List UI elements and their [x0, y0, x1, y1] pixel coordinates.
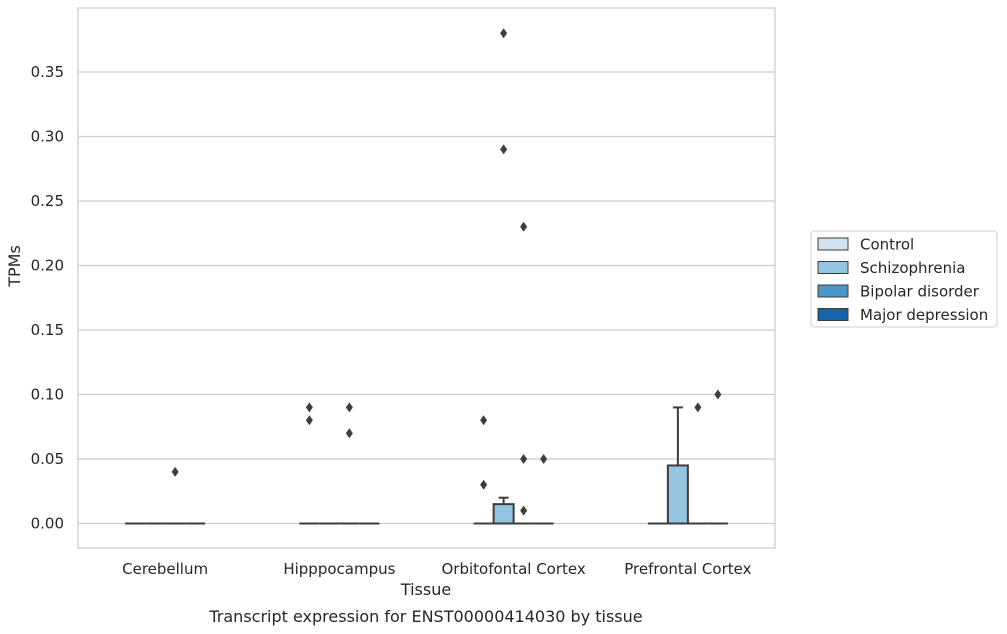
legend-label: Bipolar disorder — [860, 283, 980, 301]
y-tick-label: 0.15 — [31, 321, 64, 339]
legend-label: Control — [860, 236, 914, 254]
y-tick-labels: 0.00 0.05 0.10 0.15 0.20 0.25 0.30 0.35 — [31, 63, 64, 533]
box-groups — [125, 406, 728, 525]
legend-frame — [810, 230, 998, 328]
outlier-point — [500, 144, 508, 155]
y-tick-label: 0.25 — [31, 192, 64, 210]
outlier-point — [345, 428, 353, 439]
outlier-point — [520, 454, 528, 464]
x-tick-label: Prefrontal Cortex — [624, 560, 751, 578]
box-schizophrenia — [666, 406, 689, 525]
outlier-point — [305, 415, 313, 426]
chart-caption: Transcript expression for ENST0000041403… — [208, 607, 642, 626]
x-tick-label: Cerebellum — [122, 560, 208, 578]
y-tick-label: 0.00 — [31, 515, 64, 533]
y-tick-label: 0.30 — [31, 128, 64, 146]
x-axis-label: Tissue — [400, 580, 451, 599]
outlier-point — [305, 402, 313, 413]
outlier-point — [520, 221, 528, 232]
legend-swatch — [817, 308, 849, 321]
legend-swatch — [817, 237, 849, 251]
outlier-point — [480, 415, 488, 426]
box-body — [666, 464, 689, 525]
y-tick-label: 0.35 — [31, 63, 64, 81]
outlier-points — [171, 28, 722, 516]
outlier-point — [520, 505, 528, 516]
y-tick-label: 0.20 — [31, 257, 64, 275]
outlier-point — [345, 402, 353, 413]
x-tick-label: Orbitofontal Cortex — [442, 560, 586, 578]
y-tick-label: 0.10 — [31, 386, 64, 404]
outlier-point — [694, 402, 702, 413]
outlier-point — [540, 454, 548, 464]
outlier-point — [171, 466, 179, 477]
box-schizophrenia — [492, 496, 515, 525]
legend-swatch — [817, 284, 849, 298]
gridlines — [78, 71, 775, 525]
legend: Control Schizophrenia Bipolar disorder Majo… — [810, 230, 998, 328]
outlier-point — [480, 479, 488, 490]
legend-swatch — [817, 261, 849, 274]
box-body — [492, 503, 515, 525]
outlier-point — [500, 28, 508, 39]
y-tick-label: 0.05 — [31, 450, 64, 468]
x-tick-label: Hipppocampus — [283, 560, 395, 578]
y-axis-label: TPMs — [5, 245, 24, 288]
legend-label: Schizophrenia — [860, 259, 965, 277]
legend-label: Major depression — [860, 306, 988, 324]
plot-frame — [77, 7, 776, 549]
x-tick-labels: Cerebellum Hipppocampus Orbitofontal Corte… — [122, 560, 751, 578]
outlier-point — [714, 389, 722, 400]
